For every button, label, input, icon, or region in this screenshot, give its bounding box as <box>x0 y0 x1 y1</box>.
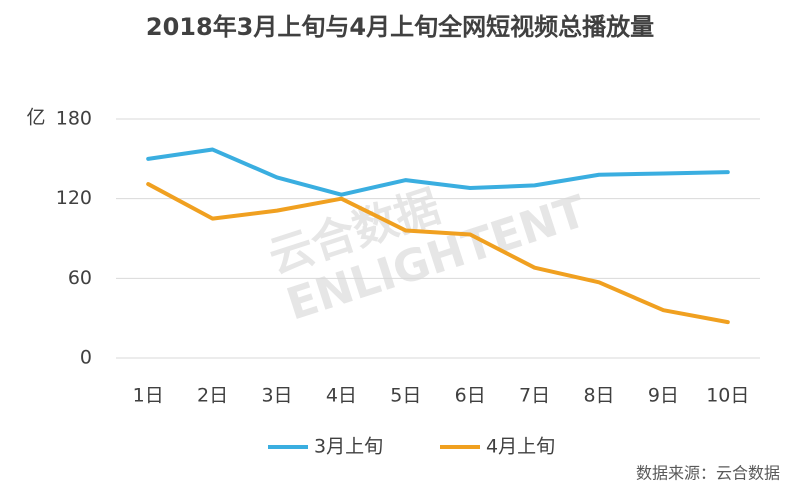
x-tick-label: 9日 <box>648 385 679 407</box>
x-tick-label: 6日 <box>455 385 486 407</box>
line-series <box>146 182 730 325</box>
line-series <box>146 147 730 197</box>
y-tick-label: 120 <box>56 187 92 209</box>
x-tick-label: 4日 <box>326 385 357 407</box>
watermark: 云合数据 ENLIGHTENT <box>263 181 592 331</box>
x-tick-label: 8日 <box>583 385 614 407</box>
y-unit: 亿 <box>26 107 45 129</box>
legend-label: 4月上旬 <box>486 436 555 458</box>
legend-label: 3月上旬 <box>314 436 383 458</box>
x-tick-label: 7日 <box>519 385 550 407</box>
x-tick-label: 2日 <box>197 385 228 407</box>
source: 数据来源：云合数据 <box>636 464 780 483</box>
x-tick-label: 10日 <box>706 385 749 407</box>
y-tick-label: 180 <box>56 108 92 130</box>
y-tick-label: 60 <box>68 267 92 289</box>
x-tick-label: 1日 <box>133 385 164 407</box>
y-tick-label: 0 <box>80 347 92 369</box>
chart-title: 2018年3月上旬与4月上旬全网短视频总播放量 <box>146 13 654 41</box>
x-tick-label: 3日 <box>261 385 292 407</box>
x-tick-label: 5日 <box>390 385 421 407</box>
